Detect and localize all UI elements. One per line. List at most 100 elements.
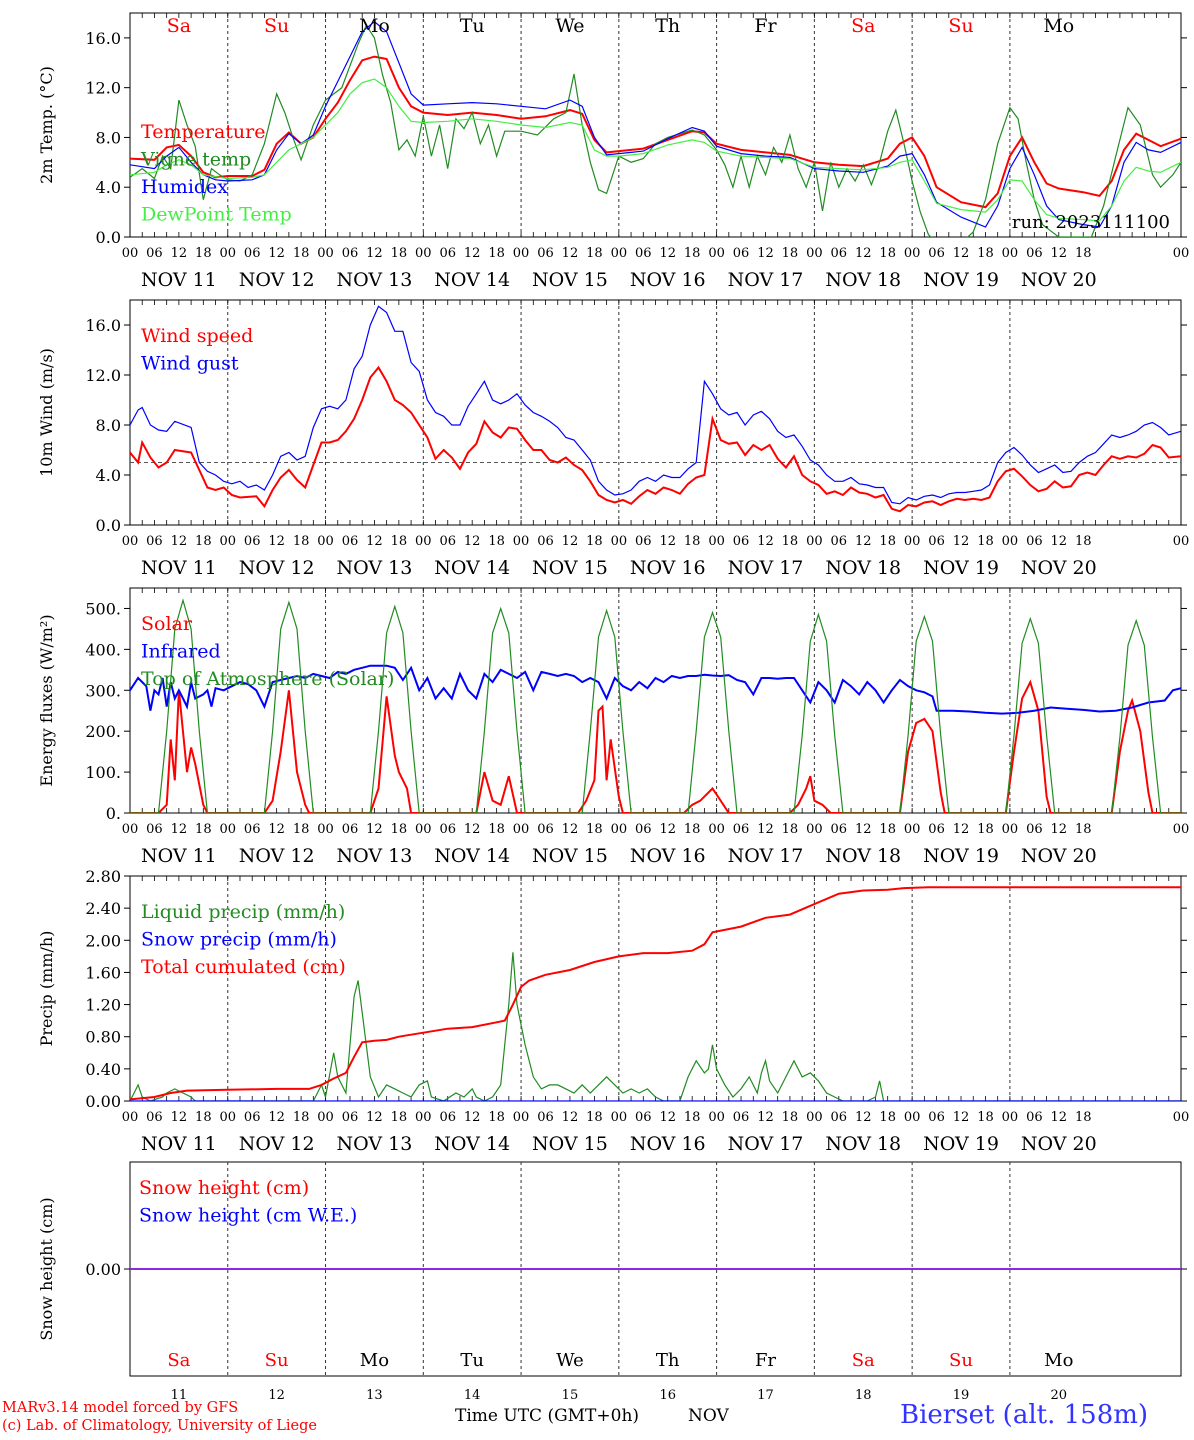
hour-tick-label: 18 [488,246,505,261]
panel-5: 0.00 Snow height (cm) Snow height (cm) Snow… [37,1161,1187,1403]
hour-tick-label: 06 [1026,1110,1043,1125]
series-line-3 [130,20,1181,228]
hour-tick-label: 00 [806,1110,823,1125]
day-number-label: 11 [171,1388,188,1403]
hour-tick-label: 06 [831,534,848,549]
hour-tick-label: 12 [268,534,285,549]
y-tick-label: 16.0 [85,316,121,335]
hour-tick-label: 18 [195,822,212,837]
hour-tick-label: 00 [611,1110,628,1125]
date-label: NOV 12 [239,557,315,579]
hour-tick-label: 12 [562,534,579,549]
hour-tick-label: 18 [293,246,310,261]
run-annotation: run: 2023111100 [1012,212,1170,233]
legend-entry: Snow height (cm) [139,1177,309,1199]
hour-tick-label: 12 [171,822,188,837]
hour-tick-label: 00 [1002,246,1019,261]
hour-tick-label: 00 [513,822,530,837]
hour-tick-label: 12 [855,1110,872,1125]
legend-entry: Total cumulated (cm) [141,956,346,978]
y-tick-label: 0.40 [85,1060,121,1079]
hour-tick-label: 00 [1002,1110,1019,1125]
date-label: NOV 17 [728,1133,804,1155]
day-number-label: 12 [268,1388,285,1403]
credit-line-2: (c) Lab. of Climatology, University of L… [2,1418,317,1434]
hour-tick-label: 00 [219,534,236,549]
hour-tick-label: 12 [757,534,774,549]
hour-tick-label: 18 [1075,822,1092,837]
hour-tick-label: 12 [953,246,970,261]
series-group [130,886,1181,1101]
hour-tick-label: 12 [366,1110,383,1125]
hour-tick-label: 06 [439,246,456,261]
date-label: NOV 15 [532,1133,608,1155]
hour-tick-label: 18 [782,246,799,261]
hour-tick-label: 06 [146,822,163,837]
hour-tick-label: 18 [391,822,408,837]
date-label: NOV 16 [630,845,706,867]
y-tick-label: 16.0 [85,29,121,48]
day-of-week-label: Mo [359,15,390,37]
hour-tick-label: 00 [904,1110,921,1125]
date-label: NOV 16 [630,1133,706,1155]
hour-tick-label: 06 [928,246,945,261]
hour-tick-label: 06 [635,534,652,549]
hour-tick-label: 12 [1051,246,1068,261]
day-of-week-label: We [556,1350,584,1371]
y-tick-label: 8.0 [96,416,121,435]
hour-tick-label: 06 [1026,534,1043,549]
hour-tick-label: 12 [953,1110,970,1125]
hour-tick-label: 00 [611,822,628,837]
date-label: NOV 19 [923,557,999,579]
hour-tick-label: 06 [831,1110,848,1125]
series-group [130,305,1181,513]
hour-tick-label: 18 [1075,246,1092,261]
model-credit: MARv3.14 model forced by GFS (c) Lab. of… [2,1399,317,1435]
credit-line-1: MARv3.14 model forced by GFS [2,1400,239,1416]
hour-tick-label: 00 [1173,246,1190,261]
date-label: NOV 11 [141,1133,217,1155]
hour-tick-label: 18 [488,1110,505,1125]
series-group [130,598,1181,813]
day-of-week-label: Sa [167,1350,190,1371]
hour-tick-label: 00 [219,246,236,261]
month-label: NOV [688,1406,729,1426]
day-of-week-label: Su [265,1350,289,1371]
hour-tick-label: 00 [513,534,530,549]
series-group [130,20,1181,237]
hour-tick-label: 00 [611,246,628,261]
y-axis-label: Precip (mm/h) [37,931,56,1047]
hour-tick-label: 00 [708,822,725,837]
date-label: NOV 13 [337,557,413,579]
date-label: NOV 14 [434,269,510,291]
hour-tick-label: 06 [928,1110,945,1125]
hour-tick-label: 12 [953,822,970,837]
hour-tick-label: 06 [342,534,359,549]
date-label: NOV 11 [141,845,217,867]
series-line-1 [130,679,1181,813]
hour-tick-label: 00 [806,534,823,549]
date-label: NOV 14 [434,557,510,579]
hour-tick-label: 06 [537,1110,554,1125]
legend-entry: Liquid precip (mm/h) [141,901,345,923]
day-of-week-label: We [555,15,584,37]
y-tick-label: 2.40 [85,899,121,918]
hour-tick-label: 12 [659,246,676,261]
hour-tick-label: 00 [122,822,139,837]
y-tick-label: 200. [85,722,121,741]
date-label: NOV 15 [532,557,608,579]
legend-entry: Snow height (cm W.E.) [139,1205,357,1227]
hour-tick-label: 18 [977,1110,994,1125]
hour-tick-label: 06 [342,246,359,261]
date-label: NOV 18 [825,1133,901,1155]
hour-tick-label: 06 [635,246,652,261]
hour-tick-label: 12 [659,1110,676,1125]
y-tick-label: 0.00 [85,1092,121,1111]
hour-tick-label: 06 [439,534,456,549]
hour-tick-label: 12 [953,534,970,549]
y-tick-label: 0.0 [96,516,121,535]
hour-tick-label: 06 [244,534,261,549]
hour-tick-label: 00 [708,246,725,261]
date-label: NOV 20 [1021,557,1097,579]
